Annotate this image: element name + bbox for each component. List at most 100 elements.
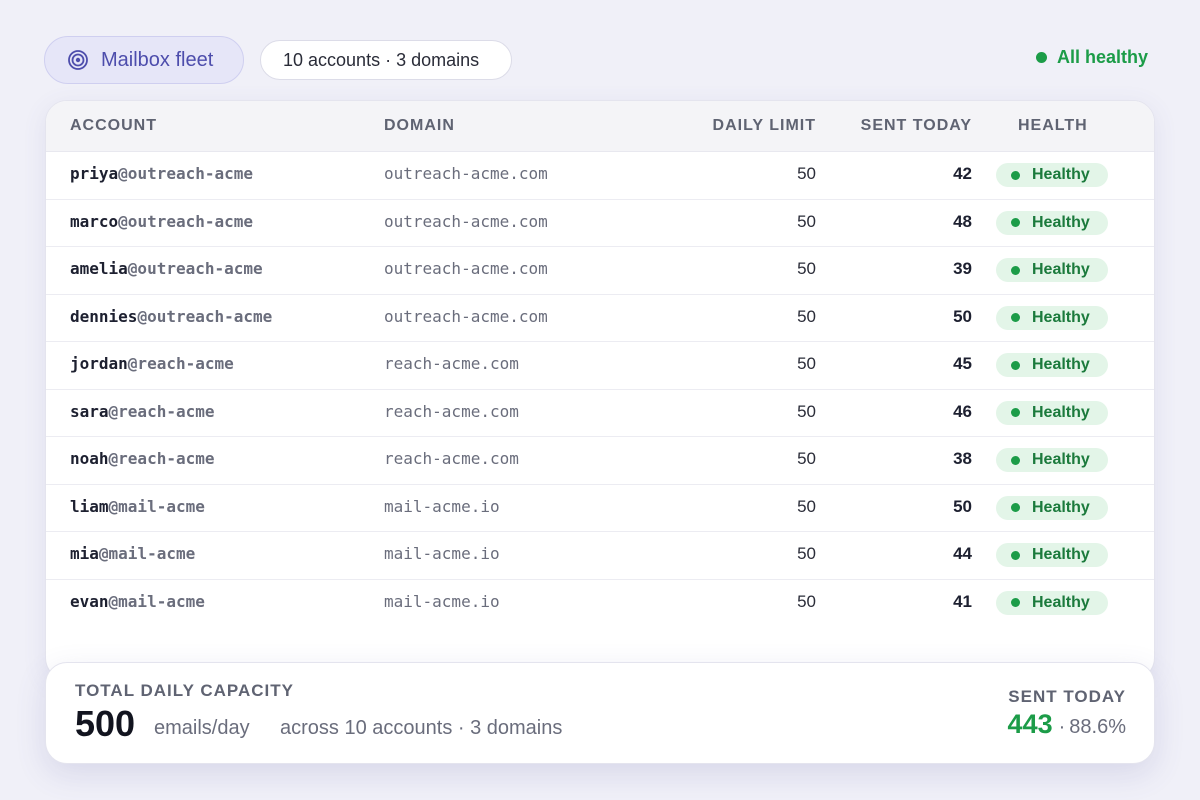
status-dot-icon <box>1011 503 1020 512</box>
accounts-table: ACCOUNT DOMAIN DAILY LIMIT SENT TODAY HE… <box>45 100 1155 680</box>
accounts-domains-chip[interactable]: 10 accounts · 3 domains <box>260 40 512 80</box>
daily-limit: 50 <box>797 544 816 563</box>
capacity-label: TOTAL DAILY CAPACITY <box>75 681 294 700</box>
daily-limit: 50 <box>797 211 816 231</box>
column-header-health[interactable]: HEALTH <box>1018 117 1088 134</box>
account-user: dennies <box>70 306 138 326</box>
health-badge: Healthy <box>996 258 1108 282</box>
health-badge: Healthy <box>996 448 1108 472</box>
account-email[interactable]: amelia@outreach-acme <box>70 259 263 278</box>
table-row[interactable]: sara@reach-acme reach-acme.com 50 46 Healthy <box>46 390 1154 437</box>
table-row[interactable]: marco@outreach-acme outreach-acme.com 50 48… <box>46 200 1154 247</box>
table-header: ACCOUNT DOMAIN DAILY LIMIT SENT TODAY HE… <box>46 101 1154 152</box>
column-header-sent-today[interactable]: SENT TODAY <box>860 117 972 134</box>
daily-limit: 50 <box>797 449 816 468</box>
account-email[interactable]: marco@outreach-acme <box>70 212 253 231</box>
health-label: Healthy <box>1032 546 1090 563</box>
health-label: Healthy <box>1032 403 1090 421</box>
health-badge: Healthy <box>996 400 1108 425</box>
health-badge: Healthy <box>996 305 1108 330</box>
table-row[interactable]: jordan@reach-acme reach-acme.com 50 45 Healt… <box>46 342 1154 390</box>
fleet-health-status: All healthy <box>1035 47 1148 68</box>
account-domain: mail-acme.io <box>384 544 500 563</box>
account-email[interactable]: liam@mail-acme <box>70 497 205 516</box>
account-domain: outreach-acme.com <box>384 259 548 278</box>
account-domain: reach-acme.com <box>384 401 519 421</box>
column-header-domain[interactable]: DOMAIN <box>384 117 455 134</box>
account-email[interactable]: dennies@outreach-acme <box>70 307 272 326</box>
capacity-scope: across 10 accounts · 3 domains <box>280 717 563 739</box>
account-domain: outreach-acme.com <box>384 211 548 231</box>
fleet-title: Mailbox fleet <box>101 48 214 71</box>
sent-today: 50 <box>953 496 972 516</box>
sent-today: 45 <box>953 354 972 373</box>
health-label: Healthy <box>1032 308 1090 326</box>
mailbox-fleet-chip[interactable]: Mailbox fleet <box>44 36 244 84</box>
account-domain: reach-acme.com <box>384 354 519 373</box>
health-badge: Healthy <box>996 163 1108 187</box>
table-body: priya@outreach-acme outreach-acme.com 50 42… <box>46 152 1154 627</box>
sent-today: 39 <box>953 259 972 278</box>
table-row[interactable]: evan@mail-acme mail-acme.io 50 41 Healthy <box>46 580 1154 628</box>
health-label: Healthy <box>1032 213 1090 231</box>
account-user: noah <box>70 449 109 468</box>
account-alias: @mail-acme <box>108 496 205 516</box>
table-row[interactable]: amelia@outreach-acme outreach-acme.com 50 3… <box>46 247 1154 295</box>
account-alias: @outreach-acme <box>118 164 254 183</box>
daily-limit: 50 <box>797 496 816 516</box>
account-email[interactable]: mia@mail-acme <box>70 544 195 563</box>
account-user: mia <box>70 544 99 563</box>
capacity-value: 500 <box>75 703 136 744</box>
column-header-account[interactable]: ACCOUNT <box>70 117 157 134</box>
status-dot-icon <box>1011 170 1020 180</box>
account-email[interactable]: evan@mail-acme <box>70 592 205 611</box>
sent-today: 46 <box>953 401 972 421</box>
table-row[interactable]: noah@reach-acme reach-acme.com 50 38 Healthy <box>46 437 1154 485</box>
account-alias: @reach-acme <box>108 449 215 468</box>
table-row[interactable]: liam@mail-acme mail-acme.io 50 50 Healthy <box>46 485 1154 532</box>
sent-today-label: SENT TODAY <box>1008 687 1126 706</box>
account-alias: @outreach-acme <box>137 306 273 326</box>
account-email[interactable]: sara@reach-acme <box>70 402 215 421</box>
status-dot-icon <box>1011 408 1020 417</box>
daily-limit: 50 <box>797 259 816 278</box>
accounts-domains-count: 10 accounts · 3 domains <box>283 49 480 70</box>
health-label: Healthy <box>1032 593 1090 611</box>
account-alias: @mail-acme <box>108 591 205 611</box>
sent-today: 50 <box>953 306 972 326</box>
sent-today-separator: · <box>1058 716 1066 738</box>
status-dot-icon <box>1035 52 1047 63</box>
capacity-summary: TOTAL DAILY CAPACITY 500 emails/day acro… <box>45 662 1155 764</box>
daily-limit: 50 <box>797 354 816 373</box>
table-row[interactable]: dennies@outreach-acme outreach-acme.com 50… <box>46 295 1154 342</box>
target-icon <box>67 49 89 71</box>
health-badge: Healthy <box>996 210 1108 235</box>
account-domain: outreach-acme.com <box>384 306 548 326</box>
account-user: priya <box>70 164 119 183</box>
health-badge: Healthy <box>996 353 1108 377</box>
account-user: jordan <box>70 354 128 373</box>
capacity-unit: emails/day <box>154 717 250 739</box>
sent-today-line: 443 · 88.6% <box>1008 709 1126 740</box>
account-alias: @reach-acme <box>108 401 215 421</box>
daily-limit: 50 <box>797 591 816 611</box>
account-alias: @mail-acme <box>98 544 196 563</box>
account-email[interactable]: jordan@reach-acme <box>70 354 234 373</box>
account-email[interactable]: noah@reach-acme <box>70 449 215 468</box>
account-domain: reach-acme.com <box>384 449 519 468</box>
fleet-health-label: All healthy <box>1056 47 1148 67</box>
table-row[interactable]: priya@outreach-acme outreach-acme.com 50 42… <box>46 152 1154 200</box>
account-email[interactable]: priya@outreach-acme <box>70 164 253 183</box>
sent-today: 44 <box>953 544 972 563</box>
table-row[interactable]: mia@mail-acme mail-acme.io 50 44 Healthy <box>46 532 1154 580</box>
sent-today: 48 <box>953 211 972 231</box>
column-header-daily-limit[interactable]: DAILY LIMIT <box>712 117 816 134</box>
account-user: liam <box>70 496 109 516</box>
account-domain: mail-acme.io <box>384 591 500 611</box>
status-dot-icon <box>1011 360 1020 370</box>
status-dot-icon <box>1011 598 1020 607</box>
status-dot-icon <box>1011 218 1020 227</box>
sent-today: 38 <box>953 449 972 468</box>
health-label: Healthy <box>1032 356 1090 373</box>
account-alias: @outreach-acme <box>118 211 254 231</box>
